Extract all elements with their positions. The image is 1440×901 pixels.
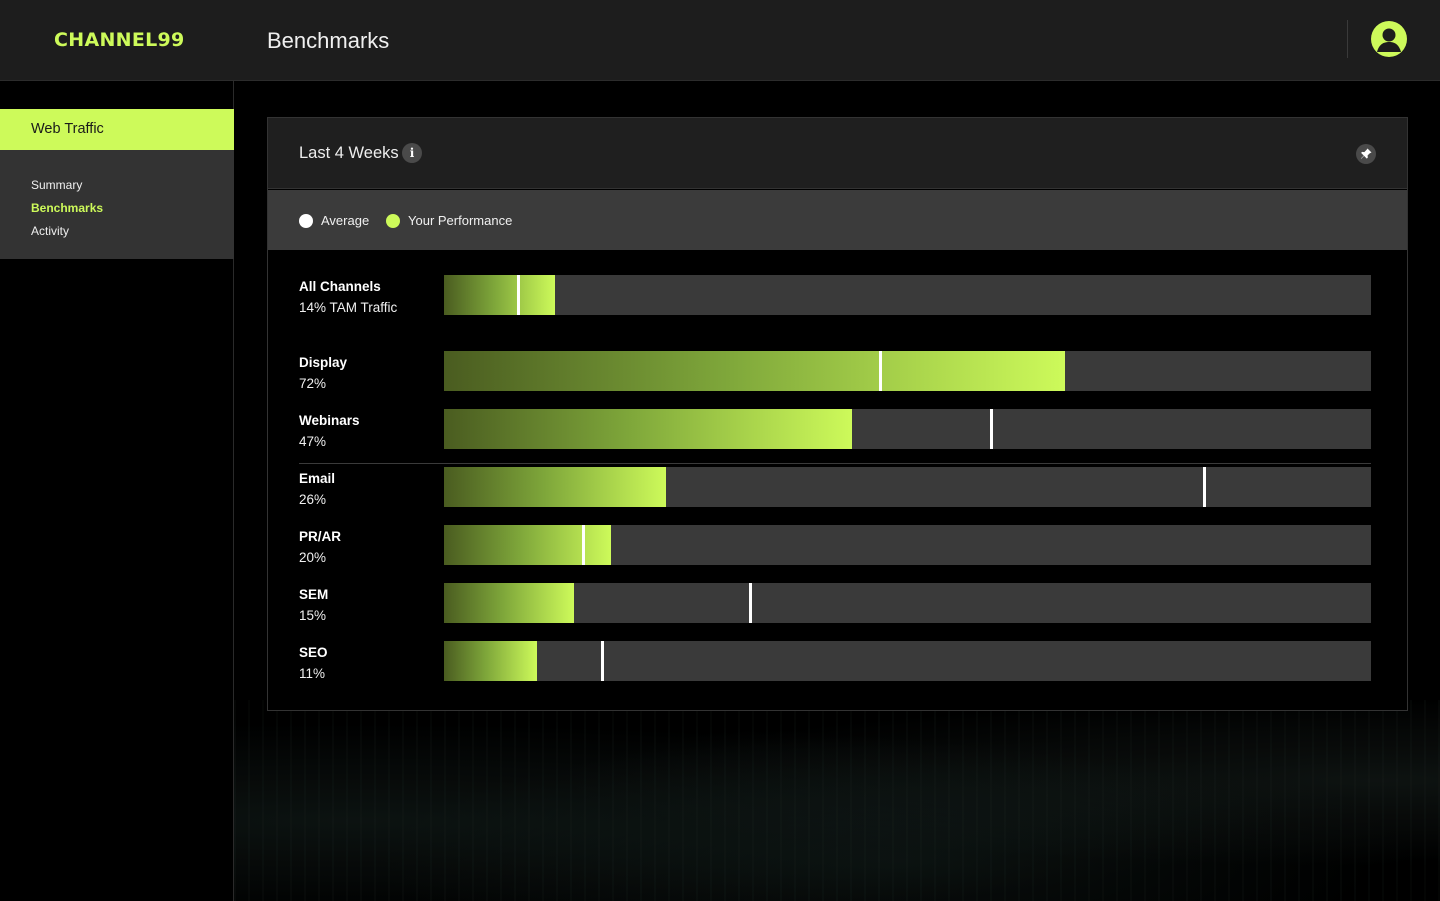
average-marker: [878, 351, 882, 391]
performance-bar[interactable]: [444, 467, 667, 507]
benchmark-row-email: Email 26%: [268, 467, 1407, 507]
bar-track: [444, 467, 1371, 507]
row-label: SEM 15%: [299, 584, 328, 626]
benchmark-row-webinars: Webinars 47%: [268, 409, 1407, 449]
bar-track: [444, 525, 1371, 565]
info-icon[interactable]: i: [402, 143, 422, 163]
channel99-logo[interactable]: CHANNEL99: [54, 29, 185, 51]
performance-bar[interactable]: [444, 275, 556, 315]
sidebar-panel: Web Traffic Summary Benchmarks Activity: [0, 109, 234, 259]
legend-your-performance-label: Your Performance: [408, 213, 513, 228]
bar-track: [444, 641, 1371, 681]
channel-name: All Channels: [299, 279, 381, 294]
sidebar-item-summary[interactable]: Summary: [31, 178, 83, 192]
header-divider: [1347, 20, 1348, 58]
performance-bar[interactable]: [444, 409, 852, 449]
pin-icon[interactable]: [1356, 144, 1376, 164]
legend-your-performance-dot: [386, 213, 400, 228]
performance-bar[interactable]: [444, 351, 1066, 391]
channel-name: Email: [299, 471, 336, 486]
bar-track: [444, 583, 1371, 623]
card-header: Last 4 Weeks i: [268, 118, 1407, 189]
average-marker: [582, 525, 586, 565]
background-texture: [234, 700, 1440, 901]
row-label: Webinars 47%: [299, 410, 360, 452]
row-label: Email 26%: [299, 468, 335, 510]
legend-your-performance: Your Performance: [386, 213, 512, 228]
sidebar-item-benchmarks[interactable]: Benchmarks: [31, 201, 104, 215]
channel-name: SEO: [299, 645, 328, 660]
average-marker: [517, 275, 521, 315]
average-marker: [1203, 467, 1207, 507]
channel-name: Display: [299, 355, 348, 370]
benchmark-row-all-channels: All Channels 14% TAM Traffic: [268, 275, 1407, 315]
sidebar-subnav: Summary Benchmarks Activity: [31, 174, 103, 243]
channel-percent: 26%: [299, 492, 327, 507]
legend-average-dot: [299, 213, 313, 228]
page-title: Benchmarks: [267, 28, 390, 53]
performance-bar[interactable]: [444, 583, 574, 623]
channel-percent: 72%: [299, 376, 327, 391]
legend-average-label: Average: [321, 213, 370, 228]
sidebar-section-web-traffic[interactable]: Web Traffic: [0, 109, 234, 150]
row-label: SEO 11%: [299, 642, 328, 684]
channel-name: SEM: [299, 587, 329, 602]
bar-track: [444, 275, 1371, 315]
benchmark-row-pr-ar: PR/AR 20%: [268, 525, 1407, 565]
sidebar-item-activity[interactable]: Activity: [31, 224, 70, 238]
average-marker: [989, 409, 993, 449]
channel-percent: 14% TAM Traffic: [299, 300, 398, 315]
row-label: All Channels 14% TAM Traffic: [299, 276, 397, 318]
row-divider: [299, 463, 1371, 464]
channel-percent: 15%: [299, 608, 327, 623]
channel-percent: 11%: [299, 666, 326, 681]
performance-bar[interactable]: [444, 641, 537, 681]
benchmark-row-seo: SEO 11%: [268, 641, 1407, 681]
average-marker: [748, 583, 752, 623]
sidebar: Web Traffic Summary Benchmarks Activity: [0, 81, 234, 901]
top-bar: CHANNEL99 Benchmarks: [0, 0, 1440, 81]
legend-average: Average: [299, 213, 369, 228]
channel-name: PR/AR: [299, 529, 342, 544]
bar-track: [444, 351, 1371, 391]
channel-name: Webinars: [299, 413, 360, 428]
row-label: PR/AR 20%: [299, 526, 341, 568]
row-label: Display 72%: [299, 352, 347, 394]
user-avatar-icon[interactable]: [1371, 21, 1407, 57]
benchmark-row-sem: SEM 15%: [268, 583, 1407, 623]
card-title: Last 4 Weeks: [299, 144, 399, 162]
channel-percent: 20%: [299, 550, 327, 565]
chart-legend: Average Your Performance: [268, 190, 1407, 250]
channel-percent: 47%: [299, 434, 327, 449]
benchmark-row-display: Display 72%: [268, 351, 1407, 391]
average-marker: [600, 641, 604, 681]
benchmarks-card: Last 4 Weeks i Average Your Performance …: [267, 117, 1408, 711]
performance-bar[interactable]: [444, 525, 611, 565]
bar-track: [444, 409, 1371, 449]
